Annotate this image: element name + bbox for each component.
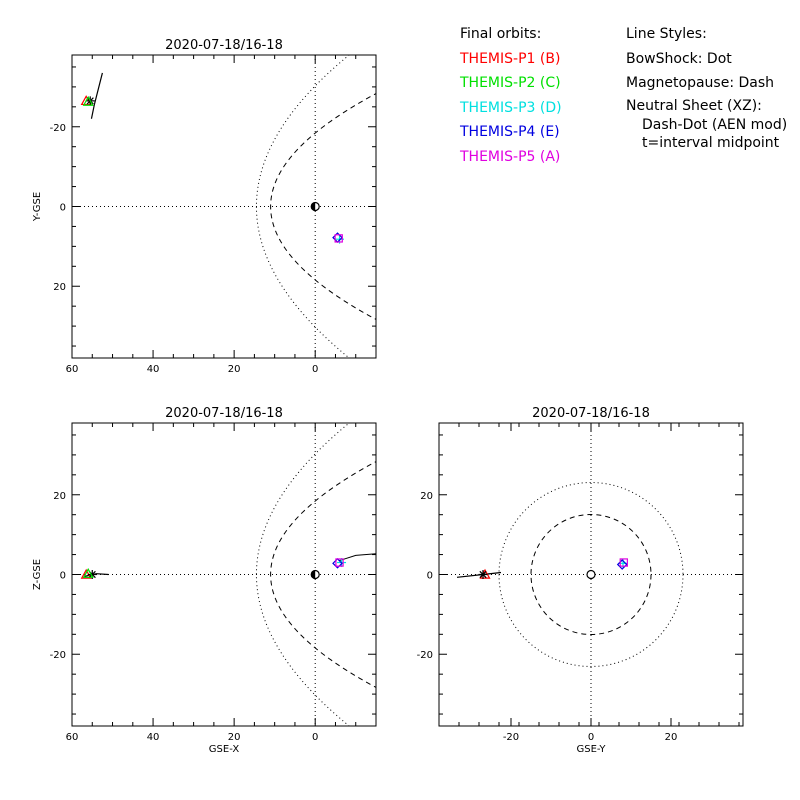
y-tick-label: -20 — [417, 650, 433, 661]
x-tick-label: 60 — [66, 732, 79, 743]
x-tick-label: 20 — [665, 732, 678, 743]
line-style-bowshock: BowShock: Dot — [626, 50, 732, 67]
line-style-time-note: t=interval midpoint — [642, 134, 780, 151]
orbit-track — [90, 72, 103, 119]
line-style-neutral-sheet: Neutral Sheet (XZ): — [626, 97, 762, 114]
y-tick-label: 20 — [53, 491, 66, 502]
x-tick-label: 60 — [66, 364, 79, 375]
legend-item-p2: THEMIS-P2 (C) — [460, 75, 561, 91]
y-tick-label: -20 — [50, 123, 66, 134]
plot-panel-3: 2020-07-18/16-18 -20 0 20 -20 0 20 GSE-Y — [417, 406, 744, 755]
magnetopause-curve — [270, 461, 376, 688]
marker-p5 — [335, 558, 344, 567]
y-axis-label: Z-GSE — [32, 559, 43, 590]
plot-title: 2020-07-18/16-18 — [165, 406, 283, 421]
y-tick-label: 0 — [60, 571, 66, 582]
line-styles-title: Line Styles: — [626, 26, 707, 42]
plot-title: 2020-07-18/16-18 — [165, 38, 283, 53]
y-tick-label: 20 — [53, 282, 66, 293]
y-tick-label: -20 — [50, 650, 66, 661]
marker-p4 — [332, 557, 343, 569]
y-tick-label: 20 — [420, 491, 433, 502]
x-tick-label: 20 — [228, 364, 241, 375]
plot-title: 2020-07-18/16-18 — [532, 406, 650, 421]
legend-item-p3: THEMIS-P3 (D) — [460, 99, 562, 116]
line-style-magnetopause: Magnetopause: Dash — [626, 75, 775, 91]
marker-p2 — [478, 570, 488, 579]
magnetopause-circle — [530, 514, 652, 635]
marker-p5 — [334, 234, 343, 243]
magnetopause-curve — [270, 93, 376, 320]
marker-p2b — [82, 567, 94, 578]
neutral-sheet-curve — [339, 553, 376, 562]
x-axis-label: GSE-Y — [577, 744, 607, 755]
bowshock-curve — [255, 423, 350, 726]
legend-item-p5: THEMIS-P5 (A) — [460, 148, 561, 165]
final-orbits-legend: Final orbits: THEMIS-P1 (B) THEMIS-P2 (C… — [460, 22, 562, 169]
x-tick-label: 20 — [228, 732, 241, 743]
legend-item-p4: THEMIS-P4 (E) — [460, 124, 560, 140]
y-axis-label: Y-GSE — [32, 192, 43, 222]
legend-item-p1: THEMIS-P1 (B) — [460, 50, 561, 67]
marker-p4 — [616, 559, 628, 570]
y-tick-label: 0 — [60, 203, 66, 214]
bowshock-circle — [498, 482, 684, 667]
plot-panel-1: 2020-07-18/16-18 60 40 20 0 -20 0 20 Y-GSE — [32, 38, 377, 375]
marker-p5 — [619, 558, 629, 567]
line-style-neutral-sheet-detail: Dash-Dot (AEN mod) — [642, 116, 788, 133]
marker-p2b — [82, 95, 94, 106]
x-tick-label: 40 — [147, 364, 160, 375]
orbit-track — [84, 573, 109, 578]
x-tick-label: 40 — [147, 732, 160, 743]
final-orbits-title: Final orbits: — [460, 26, 542, 42]
earth-shade — [311, 570, 316, 579]
x-tick-label: 0 — [588, 732, 594, 743]
earth-shade — [311, 202, 316, 211]
y-tick-label: 0 — [427, 571, 433, 582]
line-styles-legend: Line Styles: BowShock: Dot Magnetopause:… — [626, 22, 787, 152]
earth-icon — [586, 569, 596, 580]
x-tick-label: 0 — [312, 732, 318, 743]
x-tick-label: 0 — [312, 364, 318, 375]
x-tick-label: -20 — [503, 732, 519, 743]
x-axis-label: GSE-X — [209, 744, 240, 755]
